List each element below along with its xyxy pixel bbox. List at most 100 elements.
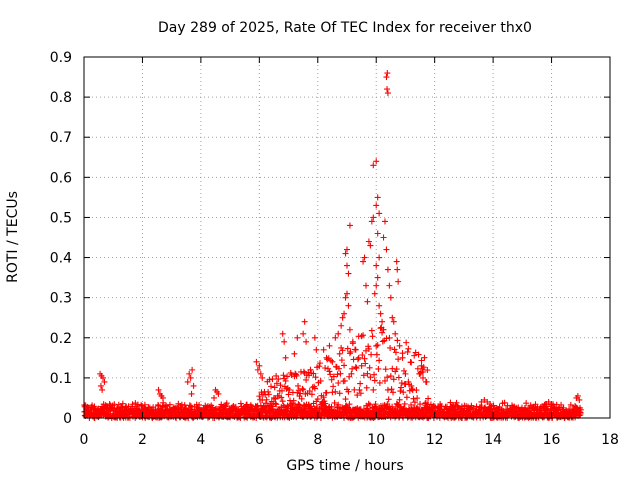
activity-point (376, 379, 383, 386)
baseline-point (401, 400, 408, 407)
x-axis-label: GPS time / hours (286, 458, 403, 474)
activity-point (358, 333, 365, 340)
activity-point (342, 396, 349, 403)
activity-point (390, 389, 397, 396)
roti-point (408, 382, 415, 389)
activity-point (279, 398, 286, 405)
activity-point (348, 370, 355, 377)
roti-point (396, 342, 403, 349)
activity-point (408, 359, 415, 366)
roti-point (329, 358, 336, 365)
roti-point (335, 330, 342, 337)
activity-point (354, 356, 361, 363)
roti-point (346, 326, 353, 333)
activity-point (353, 365, 360, 372)
activity-point (368, 351, 375, 358)
roti-point (323, 354, 330, 361)
roti-point (374, 274, 381, 281)
baseline-point (447, 399, 454, 406)
chart-title: Day 289 of 2025, Rate Of TEC Index for r… (158, 20, 532, 36)
activity-point (299, 385, 306, 392)
roti-point (346, 222, 353, 229)
activity-point (360, 372, 367, 379)
baseline-point (335, 401, 342, 408)
roti-point (384, 70, 391, 77)
activity-point (386, 334, 393, 341)
roti-point (311, 334, 318, 341)
activity-point (322, 364, 329, 371)
activity-point (362, 360, 369, 367)
baseline-point (237, 400, 244, 407)
activity-point (393, 366, 400, 373)
activity-point (414, 395, 421, 402)
activity-point (371, 377, 378, 384)
activity-point (366, 364, 373, 371)
roti-point (384, 90, 391, 97)
activity-point (364, 370, 371, 377)
activity-point (382, 366, 389, 373)
y-tick-label: 0.1 (50, 371, 72, 387)
roti-point (392, 330, 399, 337)
activity-point (395, 356, 402, 363)
baseline-point (129, 401, 136, 408)
roti-point (386, 282, 393, 289)
activity-point (361, 355, 368, 362)
roti-point (253, 358, 260, 365)
activity-point (400, 367, 407, 374)
activity-point (380, 326, 387, 333)
activity-point (306, 388, 313, 395)
activity-point (403, 339, 410, 346)
activity-point (371, 371, 378, 378)
roti-point (394, 266, 401, 273)
y-tick-label: 0 (63, 411, 72, 427)
activity-point (324, 356, 331, 363)
activity-point (395, 374, 402, 381)
activity-point (263, 396, 270, 403)
activity-point (352, 364, 359, 371)
activity-point (262, 400, 269, 407)
activity-point (310, 370, 317, 377)
activity-point (303, 376, 310, 383)
activity-point (268, 383, 275, 390)
x-tick-label: 14 (484, 432, 502, 448)
baseline-point (232, 403, 239, 410)
roti-point (190, 382, 197, 389)
roti-point (339, 314, 346, 321)
roti-point (393, 258, 400, 265)
activity-point (284, 373, 291, 380)
roti-point (376, 254, 383, 261)
activity-point (360, 332, 367, 339)
roti-point (294, 334, 301, 341)
roti-point (548, 400, 555, 407)
activity-point (275, 376, 282, 383)
activity-point (323, 389, 330, 396)
y-tick-label: 0.9 (50, 50, 72, 66)
x-tick-label: 0 (80, 432, 89, 448)
activity-point (328, 376, 335, 383)
activity-point (404, 348, 411, 355)
activity-point (339, 347, 346, 354)
baseline-point (119, 400, 126, 407)
activity-point (388, 386, 395, 393)
roti-point (377, 310, 384, 317)
roti-point (374, 230, 381, 237)
activity-point (312, 374, 319, 381)
activity-point (311, 385, 318, 392)
roti-point (383, 246, 390, 253)
activity-point (410, 395, 417, 402)
activity-point (359, 352, 366, 359)
roti-point (387, 294, 394, 301)
activity-point (277, 382, 284, 389)
roti-point (303, 338, 310, 345)
activity-point (367, 374, 374, 381)
roti-point (336, 350, 343, 357)
activity-point (356, 386, 363, 393)
activity-point (335, 365, 342, 372)
roti-point (379, 318, 386, 325)
roti-point (326, 342, 333, 349)
activity-point (411, 399, 418, 406)
activity-point (418, 357, 425, 364)
roti-point (313, 346, 320, 353)
activity-point (343, 402, 350, 409)
